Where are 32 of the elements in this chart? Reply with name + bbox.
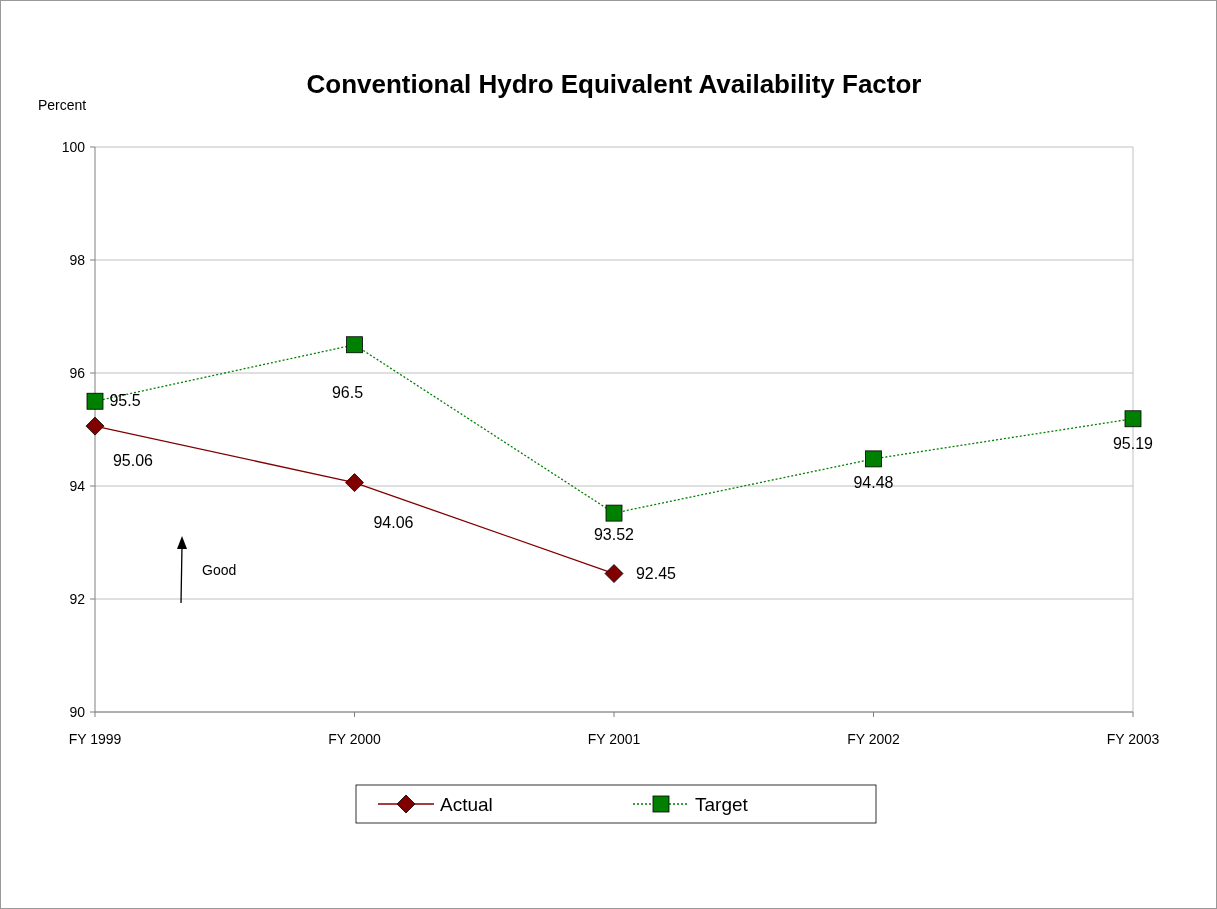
data-label: 92.45 [635,564,677,582]
data-label: 95.5 [109,392,141,410]
data-label: 95.06 [112,452,154,470]
y-tick-label: 98 [69,252,86,268]
annotation: Good [202,562,237,578]
point [605,504,623,522]
point [604,564,624,583]
point [86,392,104,410]
y-tick-label: 100 [61,139,86,155]
data-label: 95.19 [1112,434,1154,452]
point [85,416,105,436]
legend-label: Target [695,794,749,815]
x-tick-label: FY 2001 [587,731,641,747]
data-label: 94.06 [373,513,414,531]
y-tick-label: 92 [69,591,86,607]
x-tick-label: FY 2002 [847,731,901,747]
legend-label: Actual [440,794,493,815]
point [1124,410,1142,428]
x-tick-label: FY 1999 [68,731,122,747]
y-axis-title: Percent [38,97,87,113]
x-tick-label: FY 2000 [328,731,382,747]
data-label: 93.52 [593,526,635,544]
chart-title: Conventional Hydro Equivalent Availability Factor [306,69,922,99]
point [346,336,363,354]
data-label: 94.48 [853,473,894,491]
y-tick-label: 90 [69,704,86,720]
y-tick-label: 94 [69,478,86,494]
data-label: 96.5 [331,383,364,401]
y-tick-label: 96 [69,365,86,381]
point [865,450,882,468]
x-tick-label: FY 2003 [1106,731,1160,747]
point [345,473,364,493]
